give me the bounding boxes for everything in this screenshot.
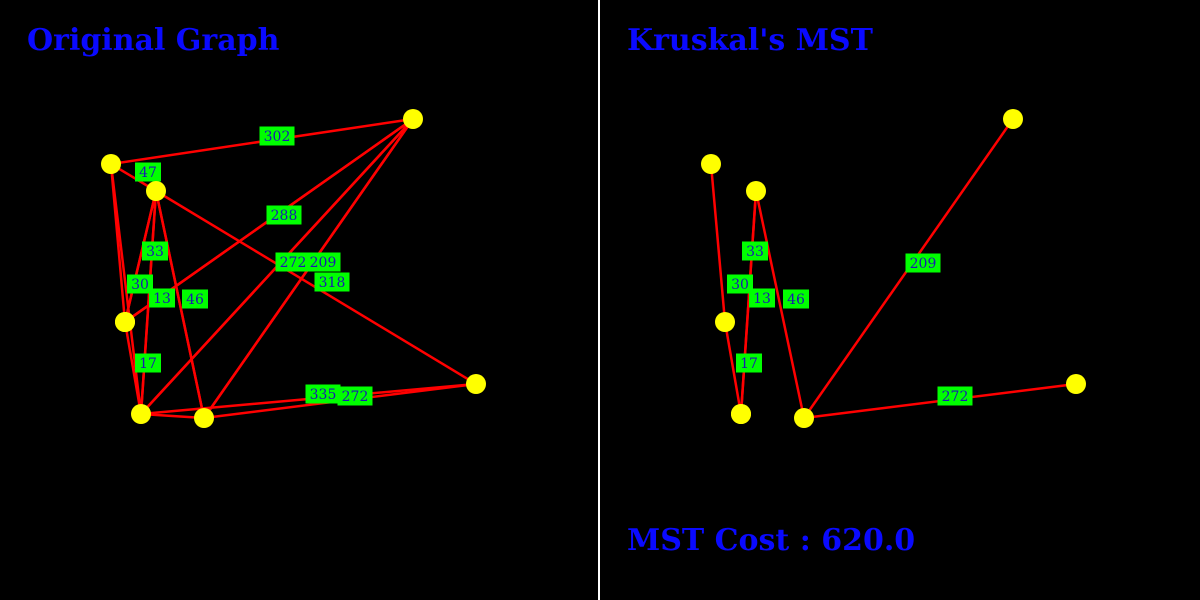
original-node-b <box>146 181 166 201</box>
mst-cost-text: MST Cost : 620.0 <box>627 523 916 558</box>
original-edge-weight: 13 <box>149 288 175 308</box>
original-node-c <box>403 109 423 129</box>
original-edge-weight-text: 47 <box>139 165 157 181</box>
original-edge-weight-text: 302 <box>264 129 291 145</box>
original-edge-weight-text: 46 <box>186 292 204 308</box>
original-edge-weight: 30 <box>127 274 153 294</box>
mst-edge-weight-text: 46 <box>787 292 805 308</box>
original-edge-weight: 272 <box>275 252 311 272</box>
original-edge-AF <box>109 162 127 324</box>
mst-edge-BG <box>754 189 806 420</box>
original-edge-weight-text: 272 <box>280 255 307 271</box>
mst-edge-FD <box>723 320 743 416</box>
mst-node-a <box>701 154 721 174</box>
original-node-a <box>101 154 121 174</box>
mst-edge-weight: 30 <box>727 274 753 294</box>
mst-edge-weight-text: 17 <box>740 356 758 372</box>
mst-edge-weight: 272 <box>937 386 973 406</box>
mst-node-c <box>1003 109 1023 129</box>
mst-edge-weight: 17 <box>736 353 762 373</box>
original-edge-BD <box>123 189 158 324</box>
mst-edge-weight: 13 <box>749 288 775 308</box>
mst-edge-weight-text: 13 <box>753 291 771 307</box>
mst-edge-weight-text: 33 <box>746 244 764 260</box>
original-edge-weight: 272 <box>337 386 373 406</box>
original-edge-line <box>139 412 206 420</box>
original-edge-weight-text: 30 <box>131 277 149 293</box>
original-edge-BE <box>139 189 158 416</box>
original-edge-weight: 47 <box>135 162 161 182</box>
original-edge-weight-text: 209 <box>310 255 337 271</box>
mst-nodes <box>701 109 1086 428</box>
mst-edge-weight: 209 <box>905 253 941 273</box>
original-edge-weight-text: 13 <box>153 291 171 307</box>
original-edge-weight: 318 <box>314 272 350 292</box>
mst-node-b <box>746 181 766 201</box>
original-node-e <box>131 404 151 424</box>
original-edge-weight-text: 272 <box>342 389 369 405</box>
original-edge-weight: 46 <box>182 289 208 309</box>
mst-edge-AF <box>709 162 727 324</box>
original-edge-weight-text: 33 <box>146 244 164 260</box>
original-edge-weight: 17 <box>135 353 161 373</box>
original-nodes <box>101 109 486 428</box>
original-edge-weight: 302 <box>259 126 295 146</box>
mst-edge-weight-text: 30 <box>731 277 749 293</box>
mst-node-h <box>1066 374 1086 394</box>
mst-edge-weight-text: 209 <box>910 256 937 272</box>
original-edge-weight-text: 288 <box>271 208 298 224</box>
original-node-h <box>466 374 486 394</box>
mst-edge-weight-text: 272 <box>942 389 969 405</box>
mst-edge-weight: 46 <box>783 289 809 309</box>
original-edge-weight-text: 17 <box>139 356 157 372</box>
mst-edge-BE <box>739 189 758 416</box>
original-graph-title: Original Graph <box>27 23 280 58</box>
original-edge-weight-text: 318 <box>319 275 346 291</box>
original-edge-weight: 33 <box>142 241 168 261</box>
mst-node-g <box>794 408 814 428</box>
original-edge-DE <box>123 320 143 416</box>
original-edge-weight-text: 335 <box>310 387 337 403</box>
original-edge-weight: 335 <box>305 384 341 404</box>
original-edge-BG <box>154 189 206 420</box>
mst-title: Kruskal's MST <box>627 23 873 58</box>
original-node-f <box>115 312 135 332</box>
original-edge-weight: 288 <box>266 205 302 225</box>
mst-edge-weight: 33 <box>742 241 768 261</box>
original-node-g <box>194 408 214 428</box>
mst-node-e <box>731 404 751 424</box>
original-edge-weight: 209 <box>305 252 341 272</box>
mst-node-f <box>715 312 735 332</box>
mst-edges <box>709 117 1078 420</box>
